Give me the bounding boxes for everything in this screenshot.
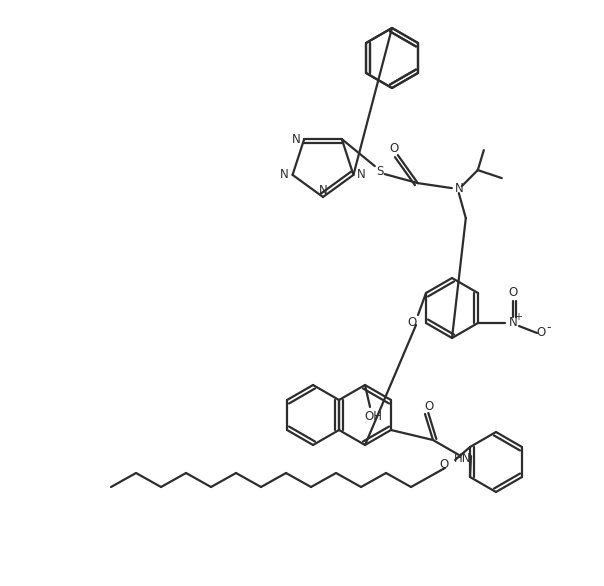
Text: O: O — [439, 458, 449, 472]
Text: N: N — [292, 132, 301, 145]
Text: O: O — [536, 326, 545, 339]
Text: O: O — [425, 400, 434, 413]
Text: S: S — [376, 165, 384, 178]
Text: O: O — [407, 316, 417, 329]
Text: N: N — [357, 168, 366, 182]
Text: N: N — [454, 182, 463, 195]
Text: N: N — [280, 168, 289, 182]
Text: O: O — [389, 142, 399, 155]
Text: OH: OH — [364, 411, 382, 424]
Text: O: O — [509, 287, 518, 299]
Text: HN: HN — [454, 451, 472, 465]
Text: N: N — [509, 316, 518, 329]
Text: +: + — [514, 312, 522, 322]
Text: -: - — [547, 322, 551, 335]
Text: N: N — [319, 183, 327, 196]
